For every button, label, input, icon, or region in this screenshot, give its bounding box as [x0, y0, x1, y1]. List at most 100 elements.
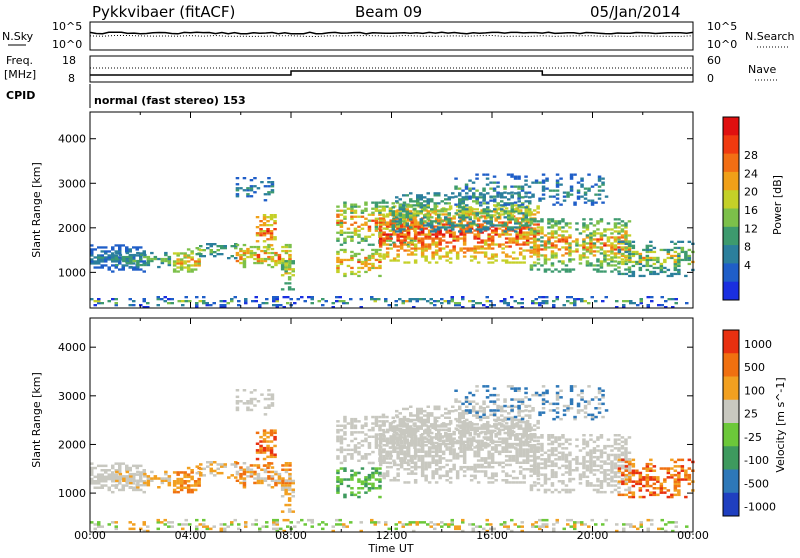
power-cell [364, 261, 368, 263]
velocity-cell [514, 434, 518, 437]
velocity-cell [486, 385, 490, 388]
velocity-cell [271, 475, 275, 478]
power-cell [278, 260, 282, 262]
power-cell [239, 258, 243, 260]
power-cell [458, 214, 462, 216]
power-cell [379, 255, 383, 257]
power-cell [368, 255, 372, 257]
power-cell [292, 288, 296, 290]
power-cell [147, 264, 151, 266]
power-cell [399, 228, 403, 230]
velocity-cell [431, 462, 435, 465]
power-cell [427, 218, 431, 220]
velocity-cell [437, 430, 441, 433]
velocity-cell [246, 469, 250, 472]
power-cell [479, 194, 483, 196]
velocity-cell [452, 433, 456, 436]
power-cell [108, 300, 112, 302]
velocity-cell [400, 457, 404, 460]
nsearch-tick-high: 10^5 [707, 20, 737, 33]
power-cell [664, 300, 668, 302]
power-cell [236, 252, 240, 254]
power-cell [371, 214, 375, 216]
power-cell [547, 246, 551, 248]
power-cell [521, 196, 525, 198]
velocity-cell [475, 385, 479, 388]
power-cell [459, 237, 463, 239]
power-cell [522, 235, 526, 237]
power-cell [244, 302, 248, 304]
power-cell [426, 300, 430, 302]
velocity-cell [430, 432, 434, 435]
power-cell [253, 258, 257, 260]
velocity-cell [243, 473, 247, 476]
power-cell [624, 232, 628, 234]
power-cell [607, 254, 611, 256]
velocity-cell [476, 445, 480, 448]
velocity-cell [382, 431, 386, 434]
power-cell [677, 241, 681, 243]
power-cell [456, 255, 460, 257]
velocity-cell [371, 427, 375, 430]
power-cell [628, 240, 632, 242]
power-cell [430, 220, 434, 222]
velocity-cell [547, 456, 551, 459]
power-cell [498, 227, 502, 229]
power-cell [414, 221, 418, 223]
velocity-cell [431, 451, 435, 454]
power-cell [129, 304, 133, 306]
velocity-cell [469, 432, 473, 435]
power-cell [621, 234, 625, 236]
velocity-cell [266, 467, 270, 470]
velocity-cell [271, 477, 275, 480]
velocity-cell [435, 455, 439, 458]
velocity-cell [206, 465, 210, 468]
velocity-cell [515, 481, 519, 484]
power-cell [596, 246, 600, 248]
power-cell [521, 302, 525, 304]
velocity-cell [246, 407, 250, 410]
power-cell [410, 241, 414, 243]
velocity-cell [129, 475, 133, 478]
velocity-cell [598, 403, 602, 406]
power-cell [563, 196, 567, 198]
velocity-cell [260, 482, 264, 485]
power-cell [530, 222, 534, 224]
velocity-cell [575, 445, 579, 448]
velocity-cell [206, 461, 210, 464]
nsky-trace [90, 32, 693, 34]
power-cell [639, 269, 643, 271]
power-cell [544, 242, 548, 244]
power-cell [486, 192, 490, 194]
power-cell [600, 238, 604, 240]
velocity-cell [480, 464, 484, 467]
power-cell [475, 174, 479, 176]
velocity-cell [575, 467, 579, 470]
power-cell [343, 251, 347, 253]
power-cell [164, 300, 168, 302]
power-cell [511, 228, 515, 230]
velocity-cell [449, 481, 453, 484]
power-cell [444, 216, 448, 218]
velocity-cell [428, 464, 432, 467]
power-cell [285, 250, 289, 252]
velocity-cell [517, 411, 521, 414]
velocity-cell [465, 430, 469, 433]
velocity-cell [448, 410, 452, 413]
power-cell [343, 216, 347, 218]
power-cell [538, 304, 542, 306]
velocity-cell [473, 453, 477, 456]
velocity-cell [507, 432, 511, 435]
velocity-cell [350, 478, 354, 481]
velocity-cell [386, 440, 390, 443]
power-cell [183, 266, 187, 268]
velocity-cell [558, 436, 562, 439]
velocity-cell [568, 469, 572, 472]
velocity-cell [462, 421, 466, 424]
velocity-cell [465, 409, 469, 412]
power-cell [431, 239, 435, 241]
velocity-cell [180, 478, 184, 481]
power-cell [519, 237, 523, 239]
power-cell [447, 300, 451, 302]
power-cell [677, 265, 681, 267]
